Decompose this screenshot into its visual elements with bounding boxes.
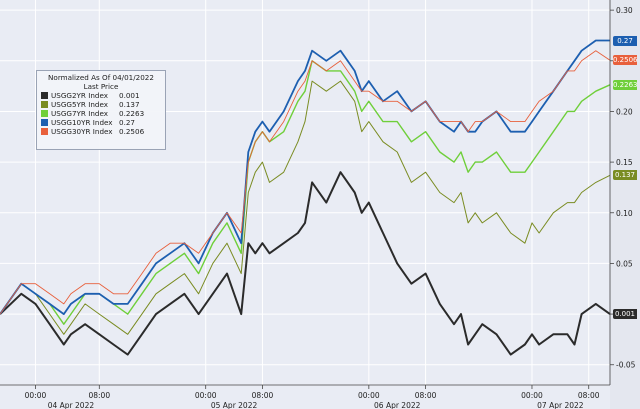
y-tick-label: 0.10 [616,209,633,218]
legend-title-line2: Last Price [83,82,119,91]
x-tick-label: 08:00 [88,391,110,400]
x-tick-label: 00:00 [521,391,543,400]
legend-item: USGG5YR Index 0.137 [41,100,165,109]
legend-series-name: USGG2YR Index [51,91,108,100]
y-tick-label: -0.05 [616,361,636,370]
legend-swatch [41,128,48,135]
y-tick-label: 0.20 [616,107,633,116]
series-line-usgg2yr [0,171,611,356]
x-date-label: 06 Apr 2022 [374,401,421,409]
legend-item: USGG7YR Index 0.2263 [41,109,165,118]
legend-last-value: 0.27 [119,118,136,127]
x-tick-label: 08:00 [578,391,600,400]
plot-area [0,0,610,385]
legend-item: USGG30YR Index 0.2506 [41,127,165,136]
x-tick-label: 00:00 [25,391,47,400]
x-tick-label: 08:00 [252,391,274,400]
right-axis-panel [610,0,640,409]
x-tick-label: 00:00 [195,391,217,400]
last-value-badge: 0.001 [613,309,637,320]
series-line-usgg5yr [0,80,611,335]
legend-series-name: USGG5YR Index [51,100,108,109]
legend-series-name: USGG30YR Index [51,127,113,136]
x-date-label: 04 Apr 2022 [48,401,95,409]
x-date-label: 07 Apr 2022 [537,401,584,409]
y-tick-label: 0.30 [616,6,633,15]
y-tick-label: 0.15 [616,158,633,167]
legend-series-name: USGG7YR Index [51,109,108,118]
legend-last-value: 0.001 [119,91,140,100]
legend-last-value: 0.2263 [119,109,145,118]
series-line-usgg30yr [0,50,611,315]
series-layer [0,39,611,356]
legend-swatch [41,110,48,117]
last-value-badge: 0.27 [613,35,637,46]
x-tick-label: 00:00 [358,391,380,400]
legend-item: USGG2YR Index 0.001 [41,91,165,100]
series-line-usgg10yr [0,39,610,316]
legend-swatch [41,92,48,99]
last-value-badge: 0.2263 [613,79,638,90]
legend-series-name: USGG10YR Index [51,118,113,127]
y-tick-label: 0.05 [616,259,633,268]
legend-swatch [41,119,48,126]
legend-last-value: 0.137 [119,100,140,109]
x-date-label: 05 Apr 2022 [211,401,258,409]
legend-swatch [41,101,48,108]
last-value-badge: 0.2506 [613,55,638,66]
legend-item: USGG10YR Index 0.27 [41,118,165,127]
legend-title: Normalized As Of 04/01/2022 Last Price [37,73,165,91]
legend-title-line1: Normalized As Of 04/01/2022 [48,73,154,82]
legend-last-value: 0.2506 [119,127,145,136]
x-tick-label: 08:00 [415,391,437,400]
x-axis: 00:00 08:00 00:00 08:00 00:00 08:00 00:00 08:00… [0,0,611,409]
legend-items: USGG2YR Index 0.001 USGG5YR Index 0.137 USGG… [37,91,165,136]
last-value-badge: 0.137 [613,170,637,181]
legend: Normalized As Of 04/01/2022 Last Price U… [36,70,166,150]
